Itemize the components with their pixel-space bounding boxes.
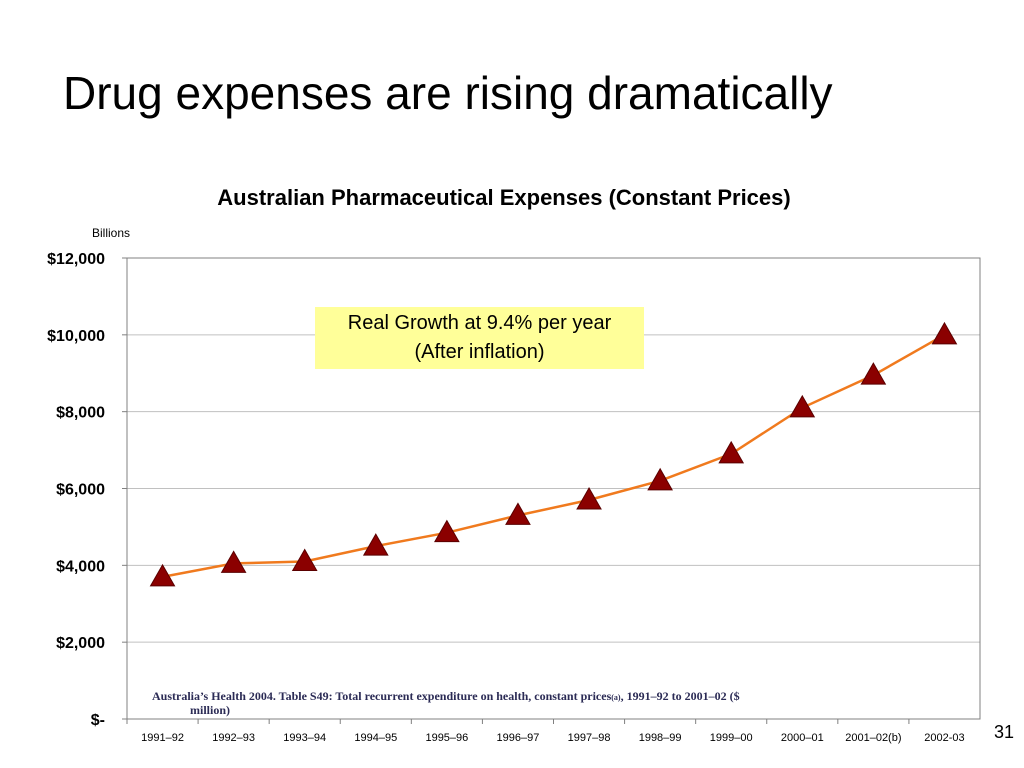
chart-title: Australian Pharmaceutical Expenses (Cons… bbox=[217, 185, 791, 210]
x-tick-label: 2000–01 bbox=[781, 732, 824, 744]
source-note-subscript: (a) bbox=[611, 693, 621, 702]
x-tick-label: 2002-03 bbox=[924, 732, 964, 744]
y-axis-unit-label: Billions bbox=[92, 226, 131, 240]
x-tick-label: 1994–95 bbox=[354, 732, 397, 744]
y-tick-label: $8,000 bbox=[56, 405, 105, 422]
growth-annotation-line2: (After inflation) bbox=[414, 341, 545, 363]
data-point-marker bbox=[220, 550, 247, 573]
y-axis-tick-labels: $- $2,000 $4,000 $6,000 $8,000 $10,000 $12,000 bbox=[47, 251, 127, 729]
source-note-text-end: million) bbox=[190, 703, 231, 718]
x-axis-tick-labels: 1991–92 1992–93 1993–94 1994–95 1995–96 1996–… bbox=[126, 719, 965, 744]
data-point-marker bbox=[718, 440, 745, 464]
x-tick-label: 1991–92 bbox=[141, 732, 184, 744]
data-point-marker bbox=[291, 548, 318, 571]
y-tick-label: $4,000 bbox=[56, 558, 105, 575]
data-point-marker bbox=[789, 394, 816, 418]
gridlines bbox=[127, 334, 980, 643]
data-point-marker bbox=[362, 533, 389, 556]
source-note: Australia’s Health 2004. Table S49: Tota… bbox=[152, 689, 912, 718]
y-tick-label: $12,000 bbox=[47, 251, 105, 268]
source-note-text-cont: , 1991–92 to 2001–02 ($ bbox=[620, 689, 740, 703]
y-tick-label: $6,000 bbox=[56, 482, 105, 499]
x-tick-label: 1996–97 bbox=[497, 732, 540, 744]
slide-title: Drug expenses are rising dramatically bbox=[63, 67, 833, 119]
page-number: 31 bbox=[994, 722, 1015, 742]
x-tick-label: 2001–02(b) bbox=[845, 732, 901, 744]
x-tick-label: 1995–96 bbox=[425, 732, 468, 744]
y-tick-label: $10,000 bbox=[47, 328, 105, 345]
y-tick-label: $2,000 bbox=[56, 635, 105, 652]
data-point-marker bbox=[860, 362, 887, 385]
y-tick-label: $- bbox=[91, 712, 105, 729]
growth-annotation-box: Real Growth at 9.4% per year (After infl… bbox=[315, 307, 644, 369]
data-point-markers bbox=[149, 321, 958, 587]
data-point-marker bbox=[576, 487, 602, 510]
x-tick-label: 1998–99 bbox=[639, 732, 682, 744]
x-tick-label: 1999–00 bbox=[710, 732, 753, 744]
data-point-marker bbox=[505, 502, 531, 525]
data-point-marker bbox=[647, 467, 673, 491]
series-line bbox=[162, 333, 946, 579]
data-point-marker bbox=[931, 321, 958, 345]
data-point-marker bbox=[434, 519, 460, 543]
data-point-marker bbox=[149, 563, 176, 587]
x-tick-label: 1992–93 bbox=[212, 732, 255, 744]
x-tick-label: 1993–94 bbox=[283, 732, 326, 744]
source-note-text: Australia’s Health 2004. Table S49: Tota… bbox=[152, 689, 612, 703]
growth-annotation-line1: Real Growth at 9.4% per year bbox=[347, 312, 612, 334]
x-tick-label: 1997–98 bbox=[568, 732, 611, 744]
